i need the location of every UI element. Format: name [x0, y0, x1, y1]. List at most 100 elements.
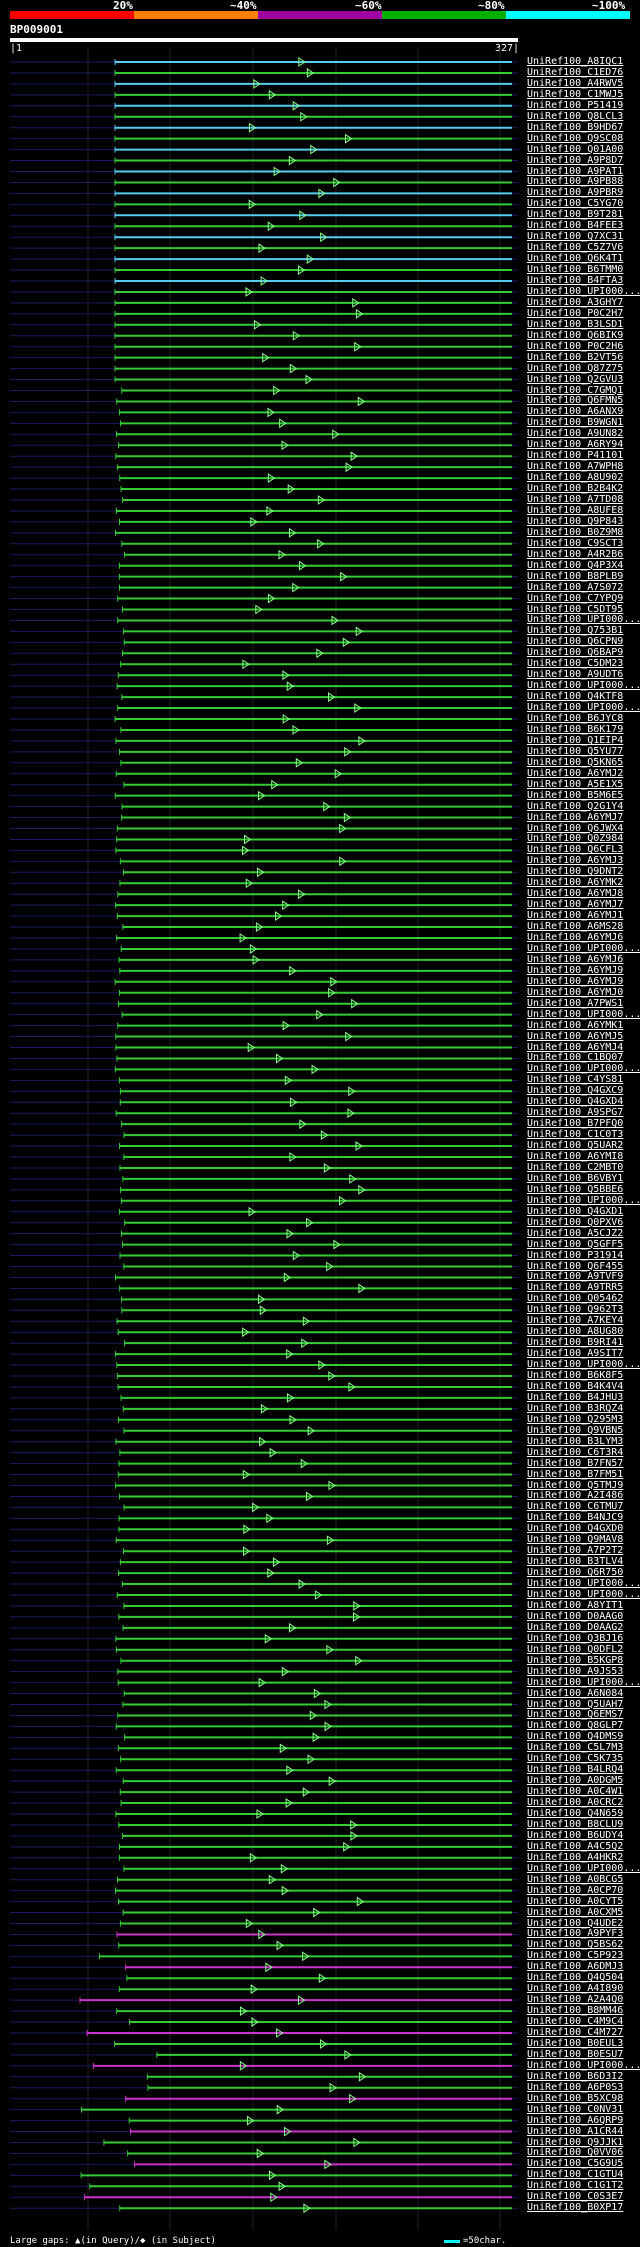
hit-link[interactable]: UniRef100_UPI000... [527, 942, 640, 954]
hit-link[interactable]: UniRef100_B0EUL3 [527, 2037, 624, 2049]
hit-link[interactable]: UniRef100_A9SIT7 [527, 1348, 624, 1360]
hit-link[interactable]: UniRef100_A5E1X5 [527, 778, 624, 790]
hit-link[interactable]: UniRef100_A4R2B6 [527, 548, 624, 560]
hit-link[interactable]: UniRef100_B9RI41 [527, 1337, 624, 1349]
hit-link[interactable]: UniRef100_UPI000... [527, 1359, 640, 1371]
hit-link[interactable]: UniRef100_Q6BAP9 [527, 647, 624, 659]
hit-link[interactable]: UniRef100_A6YMK2 [527, 877, 624, 889]
hit-link[interactable]: UniRef100_P51419 [527, 99, 624, 111]
hit-link[interactable]: UniRef100_UPI000... [527, 1589, 640, 1600]
hit-link[interactable]: UniRef100_UPI000... [527, 680, 640, 692]
hit-link[interactable]: UniRef100_A2A4Q0 [527, 1994, 624, 2006]
hit-link[interactable]: UniRef100_B5KGP8 [527, 1654, 624, 1666]
hit-link[interactable]: UniRef100_C1MWJ5 [527, 88, 624, 100]
hit-link[interactable]: UniRef100_C1G1T2 [527, 2180, 624, 2192]
hit-link[interactable]: UniRef100_A9P8D7 [527, 154, 624, 166]
hit-link[interactable]: UniRef100_C6TMU7 [527, 1501, 624, 1513]
hit-link[interactable]: UniRef100_Q753B1 [527, 625, 624, 637]
hit-link[interactable]: UniRef100_UPI000... [527, 1063, 640, 1075]
hit-link[interactable]: UniRef100_Q6FMN5 [527, 395, 624, 407]
hit-link[interactable]: UniRef100_A6YMJ6 [527, 953, 624, 965]
hit-link[interactable]: UniRef100_B7FM51 [527, 1468, 624, 1480]
hit-link[interactable]: UniRef100_UPI000... [527, 1862, 640, 1874]
hit-link[interactable]: UniRef100_C5DM23 [527, 658, 624, 670]
hit-link[interactable]: UniRef100_A6YMJ9 [527, 964, 624, 976]
hit-link[interactable]: UniRef100_Q8LCL3 [527, 110, 624, 122]
hit-link[interactable]: UniRef100_UPI000... [527, 614, 640, 626]
hit-link[interactable]: UniRef100_A6YMJ3 [527, 855, 624, 867]
hit-link[interactable]: UniRef100_A9UDT6 [527, 669, 624, 681]
hit-link[interactable]: UniRef100_Q6JWX4 [527, 822, 624, 834]
hit-link[interactable]: UniRef100_A6YMJ8 [527, 888, 624, 900]
hit-link[interactable]: UniRef100_Q0DFL2 [527, 1643, 624, 1655]
hit-link[interactable]: UniRef100_A8UFE8 [527, 504, 624, 516]
hit-link[interactable]: UniRef100_B7PFQ0 [527, 1118, 624, 1130]
hit-link[interactable]: UniRef100_Q4KTF8 [527, 691, 624, 703]
hit-link[interactable]: UniRef100_UPI000... [527, 1676, 640, 1688]
hit-link[interactable]: UniRef100_A7P2T2 [527, 1545, 624, 1557]
hit-link[interactable]: UniRef100_A9PYF3 [527, 1928, 624, 1940]
hit-link[interactable]: UniRef100_P41101 [527, 450, 624, 462]
hit-link[interactable]: UniRef100_A0CYT5 [527, 1895, 624, 1907]
hit-link[interactable]: UniRef100_Q2G1Y4 [527, 800, 624, 812]
hit-link[interactable]: UniRef100_A0CRC2 [527, 1797, 624, 1809]
hit-link[interactable]: UniRef100_B3LYM3 [527, 1435, 624, 1447]
hit-link[interactable]: UniRef100_Q6CFL3 [527, 844, 624, 856]
hit-link[interactable]: UniRef100_C5G9U5 [527, 2158, 624, 2170]
hit-link[interactable]: UniRef100_C7YPQ9 [527, 592, 624, 604]
hit-link[interactable]: UniRef100_B0Z9M8 [527, 526, 624, 538]
hit-link[interactable]: UniRef100_A6YMJ9 [527, 975, 624, 987]
hit-link[interactable]: UniRef100_Q4DMS9 [527, 1731, 624, 1743]
hit-link[interactable]: UniRef100_A6YMJ7 [527, 811, 624, 823]
hit-link[interactable]: UniRef100_B4FTA3 [527, 275, 624, 286]
hit-link[interactable]: UniRef100_B0ESU7 [527, 2048, 624, 2060]
hit-link[interactable]: UniRef100_B5XC98 [527, 2092, 624, 2104]
hit-link[interactable]: UniRef100_A1CR44 [527, 2125, 624, 2137]
hit-link[interactable]: UniRef100_Q6BIK9 [527, 329, 624, 341]
hit-link[interactable]: UniRef100_Q05462 [527, 1293, 624, 1305]
hit-link[interactable]: UniRef100_B4K4V4 [527, 1380, 624, 1392]
hit-link[interactable]: UniRef100_A9TVF9 [527, 1271, 624, 1283]
hit-link[interactable]: UniRef100_B2VT56 [527, 351, 624, 363]
hit-link[interactable]: UniRef100_Q5UAH7 [527, 1698, 624, 1710]
hit-link[interactable]: UniRef100_UPI000... [527, 2059, 640, 2071]
hit-link[interactable]: UniRef100_A9PBR9 [527, 187, 624, 199]
hit-link[interactable]: UniRef100_B3RQZ4 [527, 1402, 624, 1414]
hit-link[interactable]: UniRef100_A7PWS1 [527, 997, 624, 1009]
hit-link[interactable]: UniRef100_A6P0S3 [527, 2081, 624, 2093]
hit-link[interactable]: UniRef100_B5M6E5 [527, 789, 624, 801]
hit-link[interactable]: UniRef100_Q962T3 [527, 1304, 624, 1316]
hit-link[interactable]: UniRef100_A6YMJ7 [527, 899, 624, 911]
hit-link[interactable]: UniRef100_A6ANX9 [527, 406, 624, 418]
hit-link[interactable]: UniRef100_Q5YU77 [527, 745, 624, 757]
hit-link[interactable]: UniRef100_A9TRR5 [527, 1282, 624, 1294]
hit-link[interactable]: UniRef100_A0DGM5 [527, 1775, 624, 1787]
hit-link[interactable]: UniRef100_Q9P843 [527, 515, 624, 527]
hit-link[interactable]: UniRef100_B8MM46 [527, 2005, 624, 2017]
hit-link[interactable]: UniRef100_Q4N659 [527, 1808, 624, 1819]
hit-link[interactable]: UniRef100_Q4GXD4 [527, 1096, 624, 1108]
hit-link[interactable]: UniRef100_C1C0T3 [527, 1129, 624, 1141]
hit-link[interactable]: UniRef100_Q0VV06 [527, 2147, 624, 2159]
hit-link[interactable]: UniRef100_A8UG80 [527, 1326, 624, 1338]
hit-link[interactable]: UniRef100_A2I486 [527, 1490, 624, 1502]
hit-link[interactable]: UniRef100_A6MS28 [527, 921, 624, 933]
hit-link[interactable]: UniRef100_A6YMJ0 [527, 986, 624, 998]
hit-link[interactable]: UniRef100_B9HD67 [527, 121, 624, 133]
hit-link[interactable]: UniRef100_C4M727 [527, 2027, 624, 2038]
hit-link[interactable]: UniRef100_A6RY94 [527, 439, 624, 451]
hit-link[interactable]: UniRef100_Q0Z984 [527, 833, 624, 845]
hit-link[interactable]: UniRef100_P0C2H6 [527, 340, 624, 352]
hit-link[interactable]: UniRef100_UPI000... [527, 1008, 640, 1020]
hit-link[interactable]: UniRef100_A9UN82 [527, 428, 624, 440]
hit-link[interactable]: UniRef100_A6YMJ1 [527, 910, 624, 922]
hit-link[interactable]: UniRef100_A9JS53 [527, 1665, 624, 1677]
hit-link[interactable]: UniRef100_Q87Z75 [527, 362, 624, 374]
hit-link[interactable]: UniRef100_C5K735 [527, 1753, 624, 1765]
hit-link[interactable]: UniRef100_Q4P3X4 [527, 559, 624, 571]
hit-link[interactable]: UniRef100_A6QRP9 [527, 2114, 624, 2126]
hit-link[interactable]: UniRef100_C6T3R4 [527, 1446, 624, 1458]
hit-link[interactable]: UniRef100_C4M9C4 [527, 2016, 624, 2028]
hit-link[interactable]: UniRef100_Q4GXC9 [527, 1085, 624, 1097]
hit-link[interactable]: UniRef100_B8PLB9 [527, 570, 624, 582]
